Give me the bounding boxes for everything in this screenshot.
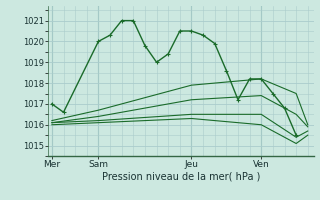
X-axis label: Pression niveau de la mer( hPa ): Pression niveau de la mer( hPa ) <box>102 172 260 182</box>
